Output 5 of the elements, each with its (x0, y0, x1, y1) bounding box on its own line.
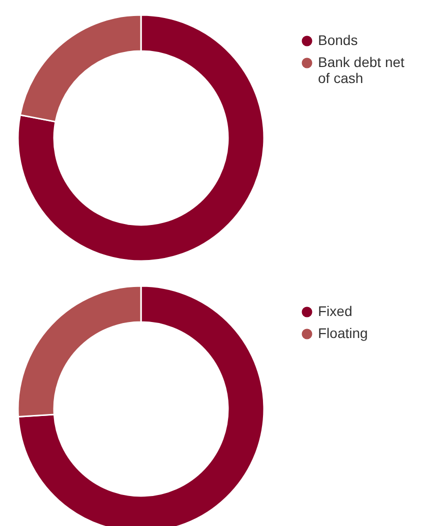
legend-label: Bonds (318, 32, 358, 48)
legend-label: Fixed (318, 303, 352, 319)
legend-label: Bank debt net of cash (318, 54, 405, 86)
donut-slice (17, 14, 265, 262)
legend-label: Floating (318, 325, 368, 341)
